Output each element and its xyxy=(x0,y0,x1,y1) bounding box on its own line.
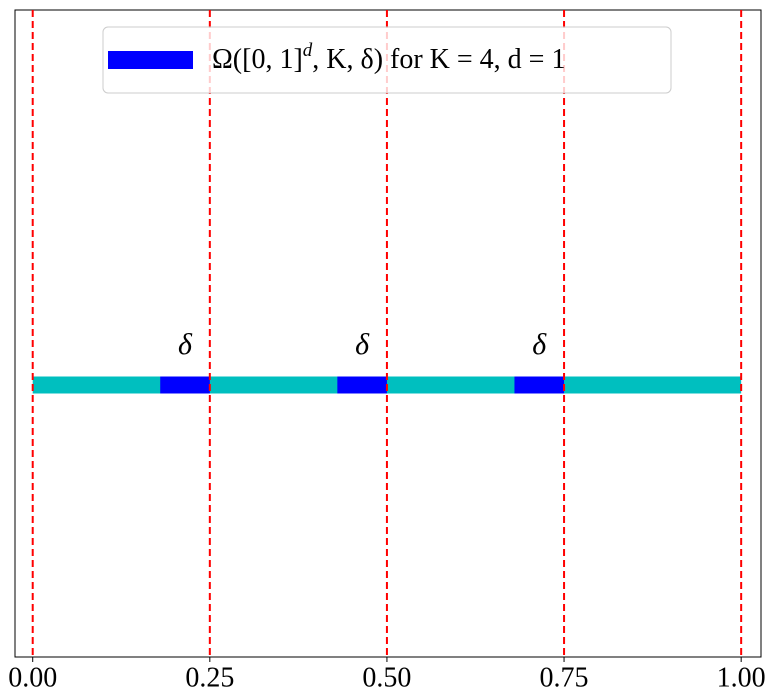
x-tick-label: 0.50 xyxy=(362,662,411,693)
x-tick-label: 0.25 xyxy=(185,662,234,693)
annotation: δ xyxy=(178,328,193,361)
legend-label-part: d xyxy=(303,40,313,61)
legend-label-part: Ω([0, 1] xyxy=(212,44,303,75)
legend-label-part: , K, δ) for K = 4, d = 1 xyxy=(312,44,565,75)
x-tick-label: 0.00 xyxy=(8,662,57,693)
x-tick-label: 1.00 xyxy=(717,662,766,693)
annotation: δ xyxy=(355,328,370,361)
x-tick-label: 0.75 xyxy=(540,662,589,693)
legend-label: Ω([0, 1]d, K, δ) for K = 4, d = 1 xyxy=(212,40,565,75)
plot-frame xyxy=(14,9,762,658)
legend-box xyxy=(102,26,672,94)
annotation: δ xyxy=(532,328,547,361)
